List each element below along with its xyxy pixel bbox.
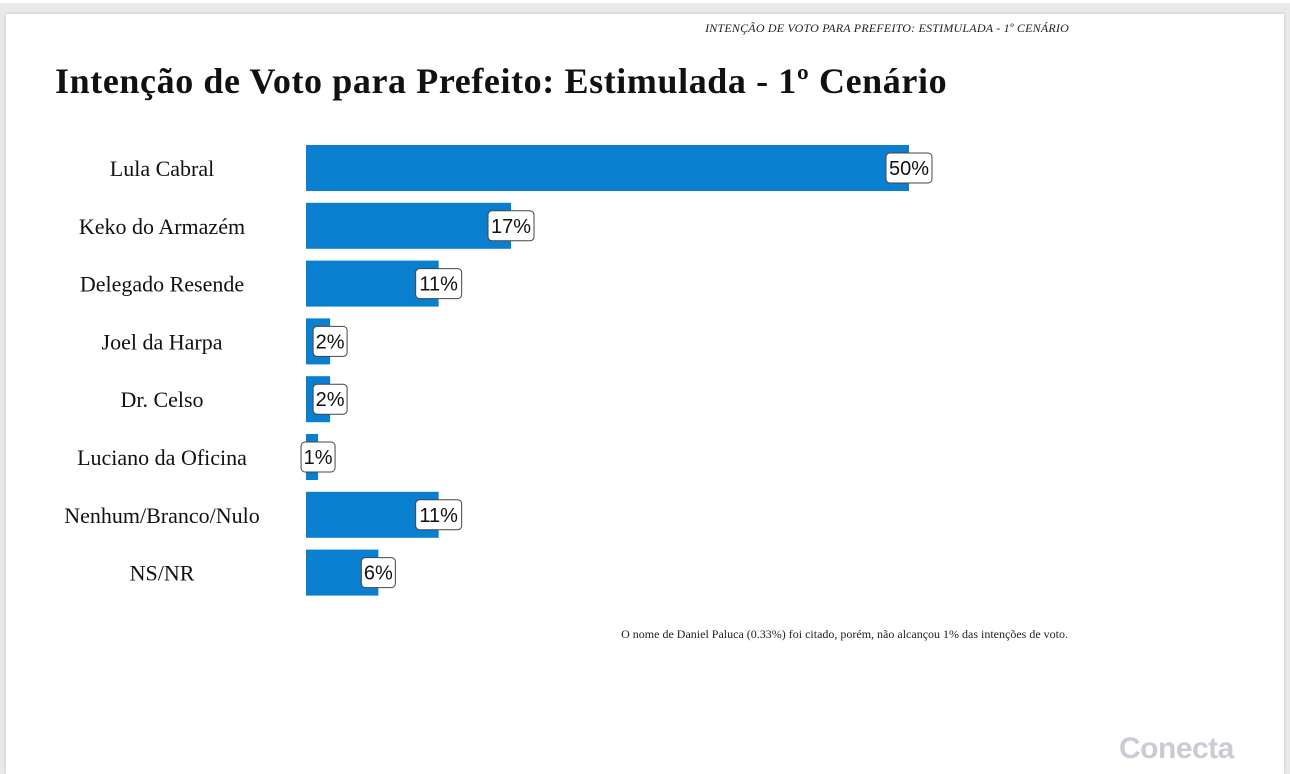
data-label: 6% bbox=[360, 557, 396, 589]
data-label-box bbox=[415, 499, 463, 531]
data-label: 1% bbox=[300, 441, 336, 473]
data-label-box bbox=[487, 210, 535, 242]
data-label-text: 11% bbox=[419, 274, 458, 296]
data-label-box bbox=[360, 557, 396, 589]
data-label-text: 50% bbox=[889, 158, 929, 180]
data-label-text: 2% bbox=[316, 331, 345, 353]
data-label-text: 1% bbox=[304, 447, 333, 469]
data-label: 50% bbox=[885, 152, 933, 184]
category-label: Nenhum/Branco/Nulo bbox=[64, 503, 260, 528]
data-label-text: 2% bbox=[316, 389, 345, 411]
data-label: 2% bbox=[312, 383, 348, 415]
footnote: O nome de Daniel Paluca (0.33%) foi cita… bbox=[621, 627, 1068, 641]
category-label: Dr. Celso bbox=[120, 387, 203, 412]
category-label: Luciano da Oficina bbox=[77, 445, 247, 470]
data-label: 2% bbox=[312, 325, 348, 357]
running-header: INTENÇÃO DE VOTO PARA PREFEITO: ESTIMULA… bbox=[705, 21, 1069, 35]
category-label: Delegado Resende bbox=[80, 272, 244, 297]
data-label-text: 11% bbox=[419, 505, 458, 527]
data-label-text: 6% bbox=[364, 563, 393, 585]
category-label: Keko do Armazém bbox=[79, 214, 245, 239]
data-label-box bbox=[885, 152, 933, 184]
category-label: Joel da Harpa bbox=[102, 329, 223, 354]
conecta-logo: Conecta bbox=[1119, 732, 1234, 765]
category-label: NS/NR bbox=[130, 561, 195, 586]
data-label-box bbox=[312, 325, 348, 357]
top-rule bbox=[0, 0, 1290, 3]
data-label: 11% bbox=[415, 268, 463, 300]
data-label-box bbox=[312, 383, 348, 415]
data-label: 11% bbox=[415, 499, 463, 531]
data-label-box bbox=[300, 441, 336, 473]
report-page bbox=[6, 14, 1284, 774]
data-label-box bbox=[415, 268, 463, 300]
chart-title: Intenção de Voto para Prefeito: Estimula… bbox=[55, 61, 948, 101]
data-label: 17% bbox=[487, 210, 535, 242]
data-label-text: 17% bbox=[491, 216, 531, 238]
bar bbox=[306, 145, 909, 191]
bar bbox=[306, 202, 512, 249]
category-label: Lula Cabral bbox=[110, 156, 214, 181]
